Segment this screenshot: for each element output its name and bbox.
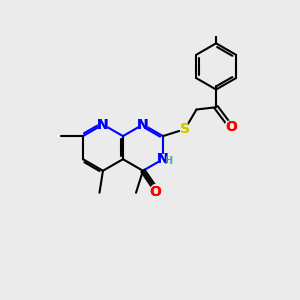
Circle shape (151, 184, 160, 194)
Text: O: O (226, 120, 237, 134)
Text: N: N (157, 152, 169, 166)
Text: O: O (226, 120, 237, 134)
Text: N: N (137, 118, 149, 131)
Text: S: S (180, 122, 190, 136)
Circle shape (164, 157, 172, 165)
Text: H: H (165, 156, 173, 166)
Circle shape (225, 121, 235, 130)
Circle shape (180, 124, 190, 134)
Text: N: N (137, 118, 149, 131)
Circle shape (98, 120, 108, 129)
Text: H: H (164, 156, 172, 166)
Circle shape (158, 154, 168, 164)
Text: O: O (150, 184, 162, 199)
Text: N: N (97, 118, 109, 131)
Circle shape (138, 120, 148, 129)
Text: N: N (97, 118, 109, 131)
Text: N: N (157, 152, 169, 166)
Text: O: O (150, 184, 162, 199)
Text: S: S (180, 122, 190, 136)
